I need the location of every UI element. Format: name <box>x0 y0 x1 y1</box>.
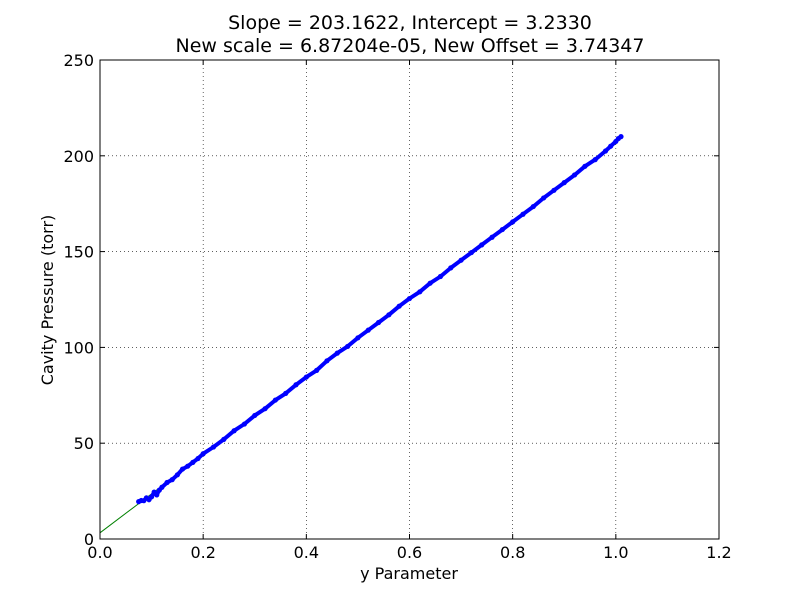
data-point <box>231 428 237 434</box>
x-tick-label: 0.0 <box>87 543 112 562</box>
data-point <box>241 421 248 427</box>
data-point <box>499 226 505 233</box>
data-point <box>365 327 371 333</box>
data-point <box>148 494 155 500</box>
data-point <box>293 382 299 388</box>
data-point <box>262 406 268 412</box>
data-point <box>164 479 170 486</box>
data-point <box>592 157 598 163</box>
data-point <box>355 335 361 341</box>
data-point <box>272 397 278 403</box>
data-point <box>190 459 196 465</box>
data-point <box>541 195 547 201</box>
data-point <box>406 295 413 302</box>
data-point <box>334 350 340 356</box>
data-point <box>195 455 201 462</box>
data-point <box>582 163 588 169</box>
data-point <box>448 265 454 271</box>
data-point <box>252 412 258 419</box>
data-point <box>303 374 309 380</box>
x-tick-label: 0.6 <box>397 543 422 562</box>
data-point <box>618 134 624 140</box>
data-point <box>210 444 217 450</box>
data-point <box>551 187 557 193</box>
data-point <box>571 172 578 178</box>
data-point <box>169 477 175 483</box>
y-tick-label: 250 <box>63 51 94 70</box>
data-point <box>479 242 485 248</box>
data-point <box>314 367 320 373</box>
data-point <box>417 289 423 295</box>
data-point <box>174 472 180 478</box>
data-point <box>221 436 227 442</box>
data-point <box>185 463 191 469</box>
data-point <box>159 484 165 490</box>
x-axis-label: y Parameter <box>360 564 458 583</box>
data-point <box>602 148 609 154</box>
y-tick-label: 150 <box>63 243 94 262</box>
data-point <box>179 466 186 472</box>
x-tick-label: 1.0 <box>603 543 628 562</box>
data-point <box>396 303 402 309</box>
x-tick-label: 1.2 <box>706 543 731 562</box>
y-tick-label: 0 <box>84 530 94 549</box>
data-point <box>324 358 330 364</box>
y-tick-label: 50 <box>74 434 94 453</box>
data-point <box>520 211 526 217</box>
data-point <box>375 319 382 326</box>
x-tick-label: 0.4 <box>294 543 319 562</box>
data-point <box>510 219 516 225</box>
data-point <box>345 343 351 350</box>
data-point <box>200 451 206 457</box>
y-axis-label: Cavity Pressure (torr) <box>38 215 57 386</box>
data-point <box>530 203 536 210</box>
data-point <box>608 143 614 149</box>
data-point <box>386 312 392 318</box>
chart-title-line-1: Slope = 203.1622, Intercept = 3.2330 <box>228 12 592 34</box>
data-point <box>458 257 464 263</box>
y-tick-label: 200 <box>63 147 94 166</box>
y-tick-label: 100 <box>63 338 94 357</box>
data-point <box>561 180 567 186</box>
x-tick-label: 0.8 <box>500 543 525 562</box>
data-point <box>427 280 433 286</box>
data-point <box>283 390 289 396</box>
chart-title-line-2: New scale = 6.87204e-05, New Offset = 3.… <box>176 35 645 57</box>
data-point <box>437 273 444 280</box>
x-tick-label: 0.2 <box>190 543 215 562</box>
plot-area: 0.0 0.2 0.4 0.6 0.8 1.0 1.2 0 50 100 150 200 250 <box>63 51 731 562</box>
data-point <box>154 492 160 498</box>
data-point <box>489 234 495 240</box>
data-point <box>468 249 474 256</box>
